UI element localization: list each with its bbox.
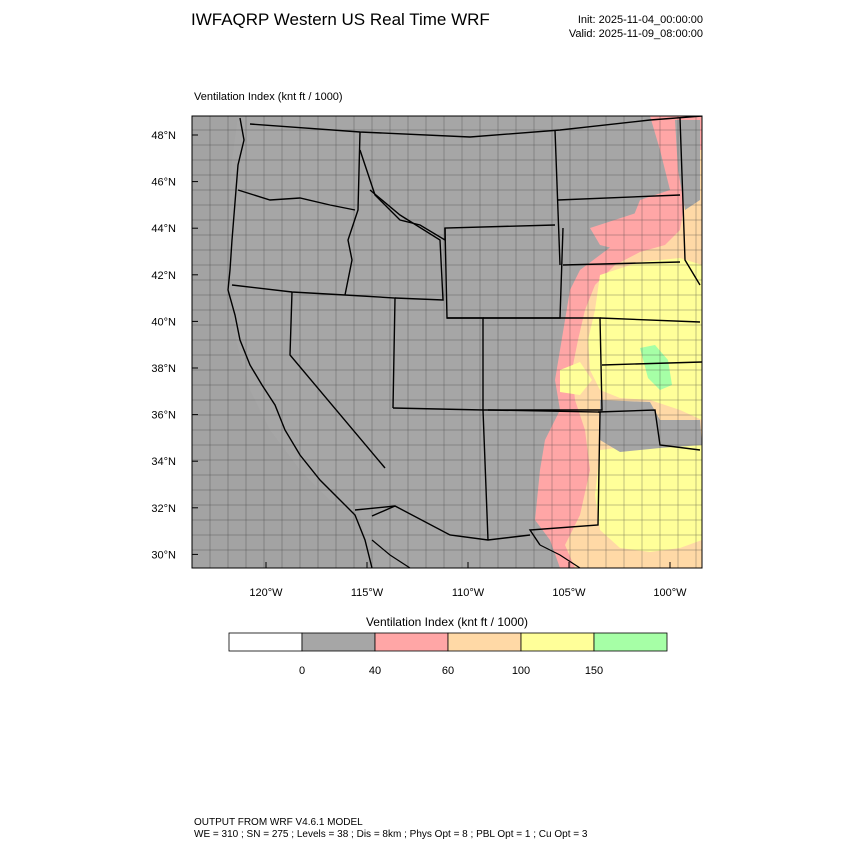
rio-grande <box>539 544 581 568</box>
map-panel <box>192 116 702 568</box>
vi-40-60-region-2 <box>590 205 660 250</box>
colorbar-tick-label: 40 <box>369 665 381 677</box>
lat-label: 34°N <box>151 456 176 468</box>
lon-label: 105°W <box>552 587 586 599</box>
lon-label: 100°W <box>653 587 687 599</box>
colorbar-box <box>228 632 303 652</box>
low-patch-dakotas <box>555 116 670 210</box>
valid-time: Valid: 2025-11-09_08:00:00 <box>568 28 703 40</box>
lat-label: 36°N <box>151 410 176 422</box>
footer-config: WE = 310 ; SN = 275 ; Levels = 38 ; Dis … <box>194 829 588 840</box>
colorbar-title: Ventilation Index (knt ft / 1000) <box>366 615 528 629</box>
colorbar-tick-label: 150 <box>585 665 603 677</box>
colorbar-box <box>447 632 522 652</box>
vi-100-150-region-north <box>588 258 702 420</box>
field-label: Ventilation Index (knt ft / 1000) <box>194 91 343 103</box>
lat-label: 30°N <box>151 549 176 561</box>
colorbar-ticks: 0 40 60 100 150 <box>299 665 603 677</box>
colorbar-tick-label: 100 <box>512 665 530 677</box>
lon-label: 110°W <box>452 587 485 599</box>
pacific-coastline <box>227 117 373 568</box>
lat-label: 42°N <box>151 270 176 282</box>
gulf-of-california <box>371 539 411 568</box>
lat-label: 38°N <box>151 363 176 375</box>
vi-100-150-region-west <box>560 362 592 395</box>
colorbar-tick-label: 0 <box>299 665 305 677</box>
lon-labels: 120°W 115°W 110°W 105°W 100°W <box>249 587 687 599</box>
colorbar-box <box>593 632 668 652</box>
lat-label: 32°N <box>151 503 176 515</box>
state-boundaries <box>231 116 702 546</box>
vi-100-150-region-south <box>595 440 702 552</box>
lon-label: 120°W <box>249 587 283 599</box>
ocean-area <box>192 116 372 568</box>
lat-ticks <box>192 134 198 555</box>
colorbar-box <box>374 632 449 652</box>
lon-ticks <box>265 562 671 568</box>
lon-label: 115°W <box>351 587 384 599</box>
colorbar <box>228 632 668 652</box>
lat-label: 46°N <box>151 177 176 189</box>
vi-150-plus-region <box>640 345 672 390</box>
lat-labels: 48°N 46°N 44°N 42°N 40°N 38°N 36°N 34°N 32°N 30°N <box>151 130 176 561</box>
colorbar-box <box>301 632 376 652</box>
init-time: Init: 2025-11-04_00:00:00 <box>577 14 703 26</box>
low-patch-ok <box>600 400 702 452</box>
plot-title: IWFAQRP Western US Real Time WRF <box>191 10 490 29</box>
map-frame <box>191 115 703 569</box>
colorbar-tick-label: 60 <box>442 665 454 677</box>
lat-label: 40°N <box>151 316 176 328</box>
footer-model: OUTPUT FROM WRF V4.6.1 MODEL <box>194 817 363 828</box>
lat-label: 44°N <box>151 223 176 235</box>
colorbar-box <box>520 632 595 652</box>
lat-label: 48°N <box>151 130 176 142</box>
